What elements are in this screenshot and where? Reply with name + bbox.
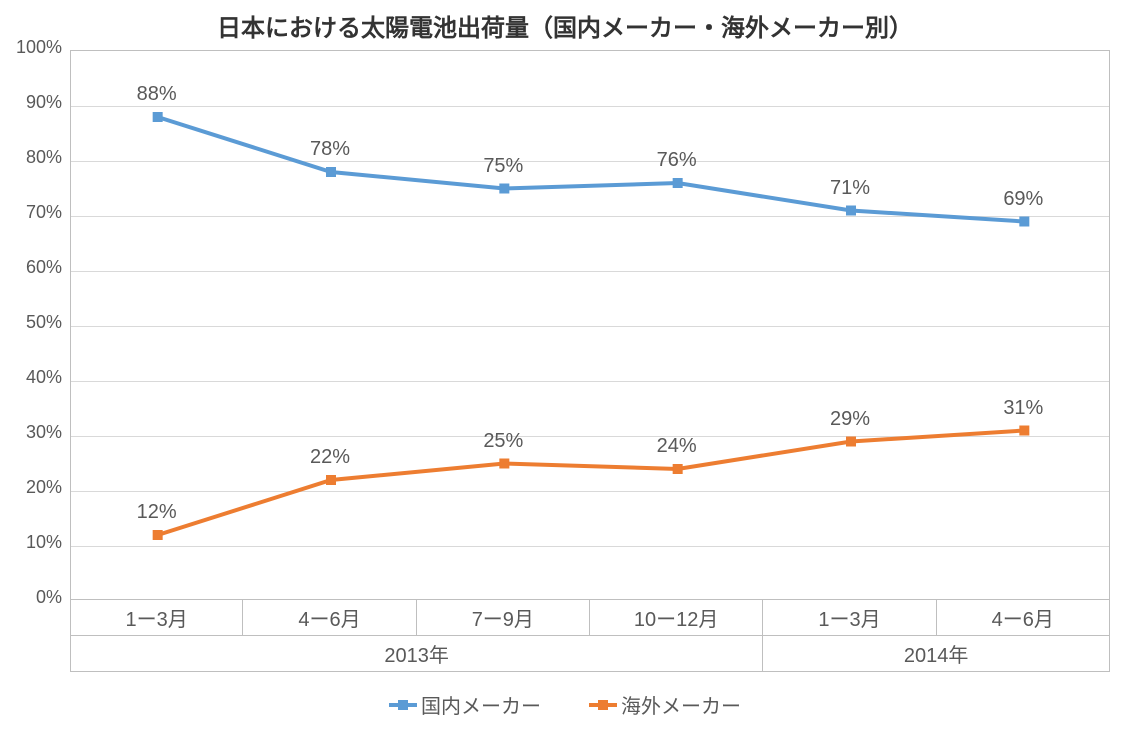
- data-label: 24%: [657, 435, 697, 458]
- plot-area: [70, 50, 1110, 600]
- legend-swatch: [589, 703, 617, 707]
- y-tick-label: 20%: [0, 477, 62, 498]
- data-label: 76%: [657, 149, 697, 172]
- y-tick-label: 10%: [0, 532, 62, 553]
- chart-container: 日本における太陽電池出荷量（国内メーカー・海外メーカー別） 1ー3月4ー6月7ー…: [0, 0, 1130, 735]
- x-category-label: 10ー12月: [590, 600, 763, 636]
- chart-svg: [71, 51, 1111, 601]
- x-category-label: 4ー6月: [937, 600, 1110, 636]
- y-tick-label: 50%: [0, 312, 62, 333]
- series-marker: [327, 476, 336, 485]
- y-tick-label: 60%: [0, 257, 62, 278]
- series-marker: [847, 437, 856, 446]
- x-group-label: 2014年: [763, 636, 1110, 672]
- series-marker: [327, 168, 336, 177]
- x-axis: 1ー3月4ー6月7ー9月10ー12月1ー3月4ー6月2013年2014年: [70, 600, 1110, 672]
- legend-swatch: [389, 703, 417, 707]
- series-line: [158, 117, 1025, 222]
- x-category-label: 4ー6月: [243, 600, 416, 636]
- legend-label: 海外メーカー: [621, 690, 741, 719]
- data-label: 75%: [483, 155, 523, 178]
- series-marker: [153, 113, 162, 122]
- data-label: 88%: [137, 83, 177, 106]
- series-marker: [1020, 426, 1029, 435]
- data-label: 29%: [830, 408, 870, 431]
- legend-marker: [398, 700, 408, 710]
- data-label: 12%: [137, 501, 177, 524]
- data-label: 25%: [483, 430, 523, 453]
- y-tick-label: 100%: [0, 37, 62, 58]
- data-label: 78%: [310, 138, 350, 161]
- y-tick-label: 70%: [0, 202, 62, 223]
- data-label: 71%: [830, 177, 870, 200]
- series-marker: [500, 459, 509, 468]
- y-tick-label: 40%: [0, 367, 62, 388]
- series-marker: [673, 465, 682, 474]
- series-marker: [1020, 217, 1029, 226]
- data-label: 22%: [310, 446, 350, 469]
- x-group-label: 2013年: [70, 636, 763, 672]
- y-tick-label: 90%: [0, 92, 62, 113]
- legend-item: 海外メーカー: [589, 690, 741, 719]
- y-tick-label: 30%: [0, 422, 62, 443]
- x-category-label: 1ー3月: [763, 600, 936, 636]
- series-marker: [153, 531, 162, 540]
- chart-title: 日本における太陽電池出荷量（国内メーカー・海外メーカー別）: [0, 8, 1130, 43]
- series-marker: [673, 179, 682, 188]
- y-tick-label: 80%: [0, 147, 62, 168]
- legend-marker: [598, 700, 608, 710]
- x-category-label: 7ー9月: [417, 600, 590, 636]
- y-tick-label: 0%: [0, 587, 62, 608]
- legend: 国内メーカー 海外メーカー: [0, 690, 1130, 719]
- series-line: [158, 431, 1025, 536]
- series-marker: [847, 206, 856, 215]
- x-category-label: 1ー3月: [70, 600, 243, 636]
- data-label: 69%: [1003, 188, 1043, 211]
- legend-label: 国内メーカー: [421, 690, 541, 719]
- legend-item: 国内メーカー: [389, 690, 541, 719]
- data-label: 31%: [1003, 397, 1043, 420]
- series-marker: [500, 184, 509, 193]
